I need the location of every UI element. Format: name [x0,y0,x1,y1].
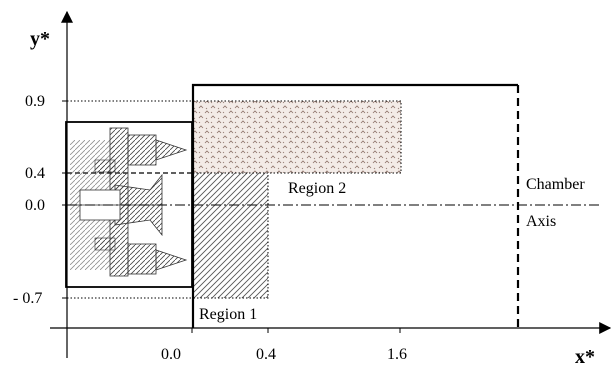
x-tick-label-0-0: 0.0 [161,346,181,363]
chamber-outline [191,83,518,328]
y-tick-label-0-4: 0.4 [25,165,45,182]
region-1-label: Region 1 [199,306,257,323]
region-1-area [192,172,269,299]
y-axis-label: y* [30,28,50,50]
x-tick-label-0-4: 0.4 [256,346,276,363]
x-axis-label: x* [575,346,595,368]
axis-label: Axis [526,213,556,230]
region-1-label-bg [196,303,282,323]
y-tick-label-0-0: 0.0 [25,197,45,214]
y-tick-label-neg-0-7: - 0.7 [13,290,42,307]
region-2-label: Region 2 [288,180,346,197]
y-tick-label-0-9: 0.9 [25,93,45,110]
injector-nozzle-drawing [70,127,188,277]
chamber-label: Chamber [526,176,585,193]
x-tick-label-1-6: 1.6 [387,346,407,363]
region-2-area [192,100,402,174]
